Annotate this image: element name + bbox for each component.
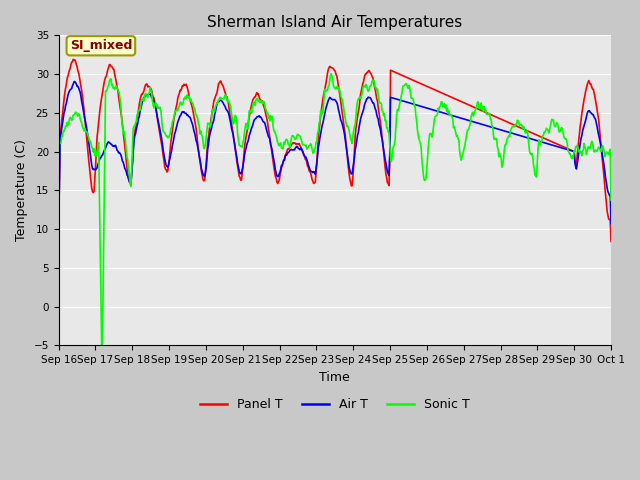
Sonic T: [208, 117, 216, 123]
Y-axis label: Temperature (C): Temperature (C): [15, 139, 28, 241]
Legend: Panel T, Air T, Sonic T: Panel T, Air T, Sonic T: [195, 394, 475, 417]
Air T: [71, 79, 79, 84]
Panel T: [65, 71, 72, 76]
Air T: [55, 222, 63, 228]
Air T: [419, 104, 427, 110]
Air T: [122, 169, 130, 175]
Sonic T: [607, 197, 615, 203]
Panel T: [55, 223, 63, 228]
Sonic T: [420, 174, 428, 180]
Line: Panel T: Panel T: [59, 60, 611, 241]
Sonic T: [65, 120, 72, 125]
Air T: [179, 109, 186, 115]
Title: Sherman Island Air Temperatures: Sherman Island Air Temperatures: [207, 15, 463, 30]
Air T: [607, 221, 615, 227]
Sonic T: [179, 102, 186, 108]
Sonic T: [122, 148, 130, 154]
Sonic T: [98, 342, 106, 348]
X-axis label: Time: Time: [319, 371, 350, 384]
Line: Air T: Air T: [59, 82, 611, 225]
Panel T: [122, 157, 130, 163]
Sonic T: [55, 195, 63, 201]
Text: SI_mixed: SI_mixed: [70, 39, 132, 52]
Air T: [403, 99, 410, 105]
Sonic T: [404, 84, 412, 90]
Air T: [208, 125, 216, 131]
Air T: [65, 90, 72, 96]
Panel T: [403, 74, 410, 80]
Panel T: [607, 239, 615, 244]
Line: Sonic T: Sonic T: [59, 74, 611, 345]
Sonic T: [328, 71, 335, 77]
Panel T: [208, 113, 216, 119]
Panel T: [179, 83, 186, 89]
Panel T: [419, 82, 427, 87]
Panel T: [69, 57, 77, 62]
